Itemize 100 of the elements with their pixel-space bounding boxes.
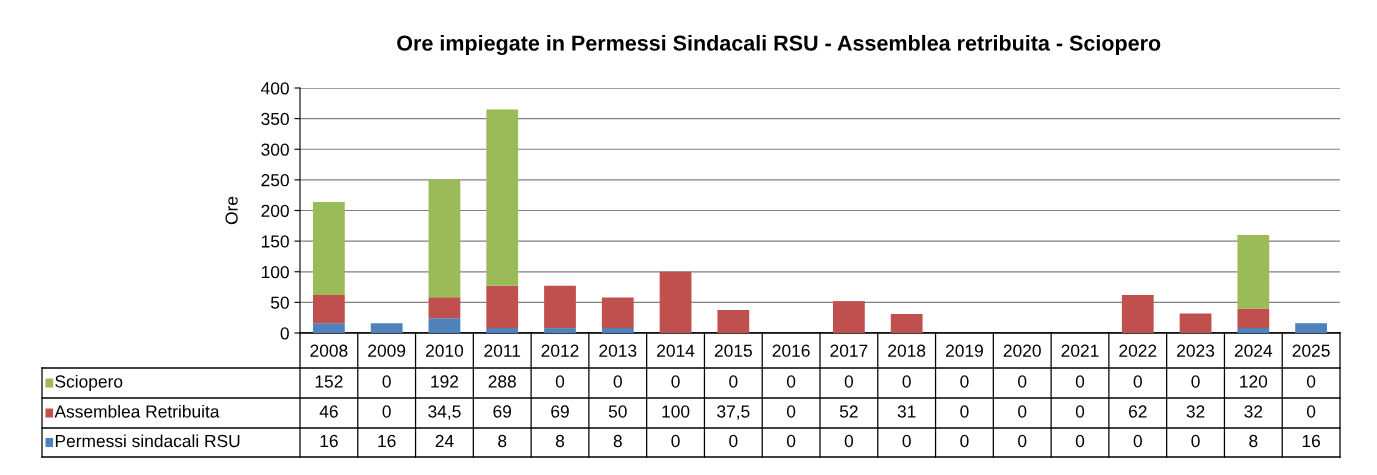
data-label: 31 — [897, 405, 916, 418]
data-label: 152 — [315, 375, 343, 388]
x-tick-label: 2010 — [426, 344, 464, 357]
data-label: 288 — [488, 375, 516, 388]
data-label: 0 — [613, 375, 622, 388]
y-tick-label: 100 — [261, 265, 289, 279]
data-label: 0 — [902, 375, 911, 388]
bar — [1237, 328, 1270, 333]
data-label: 52 — [839, 405, 858, 418]
x-tick-label: 2024 — [1234, 344, 1273, 357]
bar — [1237, 308, 1270, 329]
data-label: 0 — [671, 375, 680, 388]
bar — [370, 323, 403, 333]
data-label: 8 — [498, 434, 507, 448]
data-label: 0 — [786, 405, 796, 418]
y-tick-label: 50 — [270, 296, 289, 309]
data-label: 0 — [844, 375, 854, 388]
bar — [1295, 323, 1327, 333]
data-label: 0 — [1018, 434, 1027, 448]
data-label: 0 — [1191, 434, 1200, 448]
data-label: 0 — [786, 434, 796, 448]
data-label: 120 — [1240, 375, 1268, 388]
data-label: 69 — [551, 405, 569, 418]
data-label: 16 — [1302, 434, 1320, 448]
data-label: 0 — [1306, 405, 1316, 418]
data-label: 0 — [960, 405, 969, 418]
bar — [1179, 313, 1212, 333]
legend-label: Assemblea Retribuita — [54, 404, 220, 418]
data-label: 16 — [320, 434, 338, 448]
data-label: 46 — [319, 405, 338, 418]
x-tick-label: 2012 — [541, 344, 579, 357]
data-label: 100 — [662, 405, 690, 418]
data-label: 0 — [1075, 375, 1085, 388]
data-label: 0 — [555, 375, 565, 388]
y-axis-title: Ore — [225, 196, 238, 225]
bar — [659, 271, 692, 333]
x-tick-label: 2014 — [657, 344, 695, 357]
bar — [313, 323, 345, 333]
bar — [428, 318, 461, 333]
data-label: 0 — [1133, 375, 1142, 388]
bar — [313, 295, 345, 324]
data-label: 0 — [960, 375, 969, 388]
bar — [544, 285, 576, 329]
y-tick-label: 400 — [261, 82, 289, 95]
y-tick-label: 250 — [261, 174, 289, 187]
x-tick-label: 2022 — [1119, 344, 1157, 357]
x-tick-label: 2020 — [1003, 344, 1041, 357]
bar — [833, 301, 865, 333]
data-label: 0 — [729, 375, 738, 388]
x-tick-label: 2018 — [888, 344, 926, 357]
data-label: 0 — [382, 375, 391, 388]
data-label: 24 — [435, 434, 454, 447]
y-tick-label: 300 — [261, 143, 289, 156]
data-label: 32 — [1244, 405, 1263, 418]
y-tick-label: 0 — [280, 327, 289, 340]
legend-label: Sciopero — [55, 374, 123, 392]
bar — [1237, 235, 1270, 309]
chart-title: Ore impiegate in Permessi Sindacali RSU - Assemblea retribuita - Sciopero — [397, 34, 1161, 56]
x-tick-label: 2025 — [1292, 344, 1330, 357]
bar — [486, 285, 519, 329]
bar — [601, 297, 634, 329]
x-tick-label: 2019 — [946, 344, 983, 357]
data-label: 192 — [431, 375, 459, 388]
data-label: 0 — [1018, 375, 1027, 388]
data-label: 0 — [902, 434, 911, 448]
x-tick-label: 2016 — [772, 344, 810, 357]
bar — [544, 328, 576, 333]
bar — [428, 297, 461, 319]
bar — [890, 314, 923, 333]
y-tick-label: 200 — [261, 204, 289, 217]
bar — [486, 328, 519, 333]
data-label: 69 — [493, 405, 512, 418]
data-label: 0 — [844, 434, 854, 448]
data-label: 0 — [1133, 434, 1142, 448]
x-tick-label: 2011 — [484, 344, 521, 357]
x-tick-label: 2008 — [310, 344, 348, 357]
bar — [601, 328, 634, 333]
data-label: 0 — [1306, 375, 1316, 388]
y-tick-label: 350 — [261, 112, 289, 126]
data-label: 8 — [1249, 434, 1258, 448]
legend-label: Permessi sindacali RSU — [55, 434, 240, 448]
data-label: 0 — [1191, 375, 1200, 388]
data-label: 0 — [786, 375, 796, 388]
data-label: 37,5 — [717, 405, 750, 420]
data-label: 16 — [378, 434, 396, 448]
bar — [486, 109, 519, 286]
y-tick-label: 150 — [261, 235, 289, 248]
bar — [313, 201, 345, 296]
data-label: 0 — [1075, 405, 1085, 418]
data-label: 8 — [555, 434, 565, 448]
bar — [717, 310, 750, 333]
x-tick-label: 2021 — [1061, 344, 1099, 357]
data-label: 0 — [729, 434, 738, 448]
data-label: 0 — [671, 434, 680, 448]
x-tick-label: 2023 — [1177, 344, 1215, 357]
x-tick-label: 2013 — [599, 344, 637, 357]
bar — [428, 179, 461, 298]
data-label: 8 — [613, 434, 622, 448]
data-label: 0 — [382, 405, 391, 418]
data-label: 0 — [960, 434, 969, 448]
